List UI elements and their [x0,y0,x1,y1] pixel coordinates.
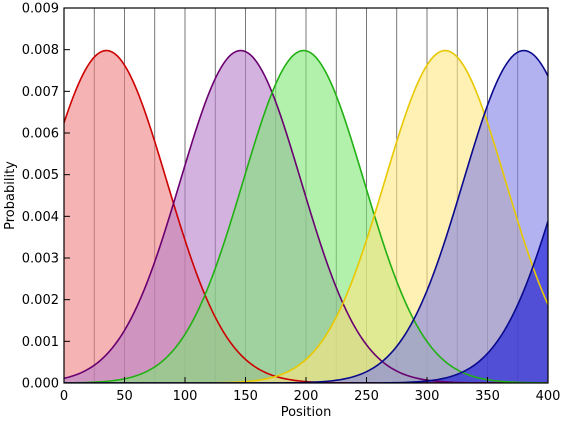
y-axis-ticks: 0.000 0.001 0.002 0.003 0.004 0.005 0.006 0.007… [22,2,70,392]
x-tick-label: 0 [60,389,68,404]
y-tick-label: 0.008 [22,43,59,58]
series-line-4 [64,49,548,383]
series-line-3 [64,49,548,383]
x-axis-ticks: 0 50 100 150 200 250 300 350 400 [60,377,561,404]
y-tick-label: 0.007 [22,85,59,100]
y-tick-label: 0.002 [22,293,59,308]
x-tick-label: 250 [354,389,379,404]
y-tick-label: 0.006 [22,127,59,142]
y-tick-label: 0.000 [22,377,59,392]
series-areas [64,50,548,383]
series-area-6 [64,221,548,383]
x-tick-label: 150 [233,389,258,404]
y-tick-label: 0.001 [22,335,59,350]
y-tick-label: 0.004 [22,210,59,225]
y-tick-label: 0.003 [22,252,59,267]
series-line-6 [64,220,548,383]
y-tick-label: 0.005 [22,168,59,183]
x-tick-label: 50 [116,389,133,404]
y-tick-label: 0.009 [22,2,59,17]
series-area-5 [64,50,548,383]
y-axis-label: Probability [3,161,18,230]
x-tick-label: 200 [294,389,319,404]
x-tick-label: 350 [475,389,500,404]
x-tick-label: 400 [536,389,561,404]
x-tick-label: 100 [173,389,198,404]
x-axis-label: Position [281,405,332,420]
x-tick-label: 300 [415,389,440,404]
series-area-3 [64,50,548,383]
